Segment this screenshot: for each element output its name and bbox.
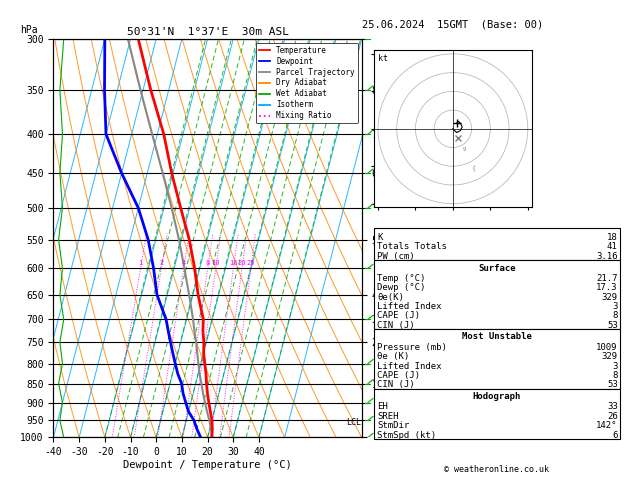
Text: 41: 41 xyxy=(607,243,618,251)
Text: 53: 53 xyxy=(607,321,618,330)
Text: 26: 26 xyxy=(607,412,618,421)
Text: (: ( xyxy=(472,165,476,172)
Text: 17.3: 17.3 xyxy=(596,283,618,292)
Text: 10: 10 xyxy=(211,260,220,266)
Text: CAPE (J): CAPE (J) xyxy=(377,371,420,380)
Text: 142°: 142° xyxy=(596,421,618,430)
Text: 9: 9 xyxy=(462,147,465,152)
Title: 50°31'N  1°37'E  30m ASL: 50°31'N 1°37'E 30m ASL xyxy=(126,27,289,37)
Text: K: K xyxy=(377,233,383,242)
Text: 8: 8 xyxy=(612,312,618,320)
Text: Temp (°C): Temp (°C) xyxy=(377,274,426,283)
Text: 3: 3 xyxy=(612,302,618,311)
Text: 18: 18 xyxy=(607,233,618,242)
Text: Dewp (°C): Dewp (°C) xyxy=(377,283,426,292)
Text: SREH: SREH xyxy=(377,412,399,421)
Text: 53: 53 xyxy=(607,381,618,389)
Text: 329: 329 xyxy=(601,352,618,361)
Text: 16: 16 xyxy=(229,260,238,266)
Text: LCL: LCL xyxy=(346,417,361,427)
Text: CIN (J): CIN (J) xyxy=(377,381,415,389)
Text: θe(K): θe(K) xyxy=(377,293,404,302)
Text: kt: kt xyxy=(378,54,388,63)
Text: Lifted Index: Lifted Index xyxy=(377,362,442,370)
X-axis label: Dewpoint / Temperature (°C): Dewpoint / Temperature (°C) xyxy=(123,460,292,470)
Text: θe (K): θe (K) xyxy=(377,352,409,361)
Text: 3.16: 3.16 xyxy=(596,252,618,261)
Text: PW (cm): PW (cm) xyxy=(377,252,415,261)
Text: 20: 20 xyxy=(238,260,247,266)
Text: Lifted Index: Lifted Index xyxy=(377,302,442,311)
Text: 1009: 1009 xyxy=(596,343,618,352)
Text: Totals Totals: Totals Totals xyxy=(377,243,447,251)
Text: 8: 8 xyxy=(206,260,210,266)
Text: © weatheronline.co.uk: © weatheronline.co.uk xyxy=(445,465,549,474)
Text: StmDir: StmDir xyxy=(377,421,409,430)
Text: 4: 4 xyxy=(182,260,186,266)
Text: 25: 25 xyxy=(247,260,255,266)
Text: 329: 329 xyxy=(601,293,618,302)
Text: StmSpd (kt): StmSpd (kt) xyxy=(377,431,437,440)
Text: 21.7: 21.7 xyxy=(596,274,618,283)
Text: Hodograph: Hodograph xyxy=(473,392,521,401)
Text: Pressure (mb): Pressure (mb) xyxy=(377,343,447,352)
Legend: Temperature, Dewpoint, Parcel Trajectory, Dry Adiabat, Wet Adiabat, Isotherm, Mi: Temperature, Dewpoint, Parcel Trajectory… xyxy=(255,43,358,123)
Text: 25.06.2024  15GMT  (Base: 00): 25.06.2024 15GMT (Base: 00) xyxy=(362,19,543,30)
Text: 8: 8 xyxy=(612,371,618,380)
Text: CAPE (J): CAPE (J) xyxy=(377,312,420,320)
Y-axis label: hPa: hPa xyxy=(20,25,38,35)
Text: Most Unstable: Most Unstable xyxy=(462,332,532,341)
Text: Surface: Surface xyxy=(478,263,516,273)
Text: 2: 2 xyxy=(159,260,164,266)
Text: CIN (J): CIN (J) xyxy=(377,321,415,330)
Y-axis label: km
ASL: km ASL xyxy=(391,51,407,70)
Text: 33: 33 xyxy=(607,402,618,411)
Text: 1: 1 xyxy=(138,260,143,266)
Text: 6: 6 xyxy=(612,431,618,440)
Text: 3: 3 xyxy=(612,362,618,370)
Text: EH: EH xyxy=(377,402,388,411)
